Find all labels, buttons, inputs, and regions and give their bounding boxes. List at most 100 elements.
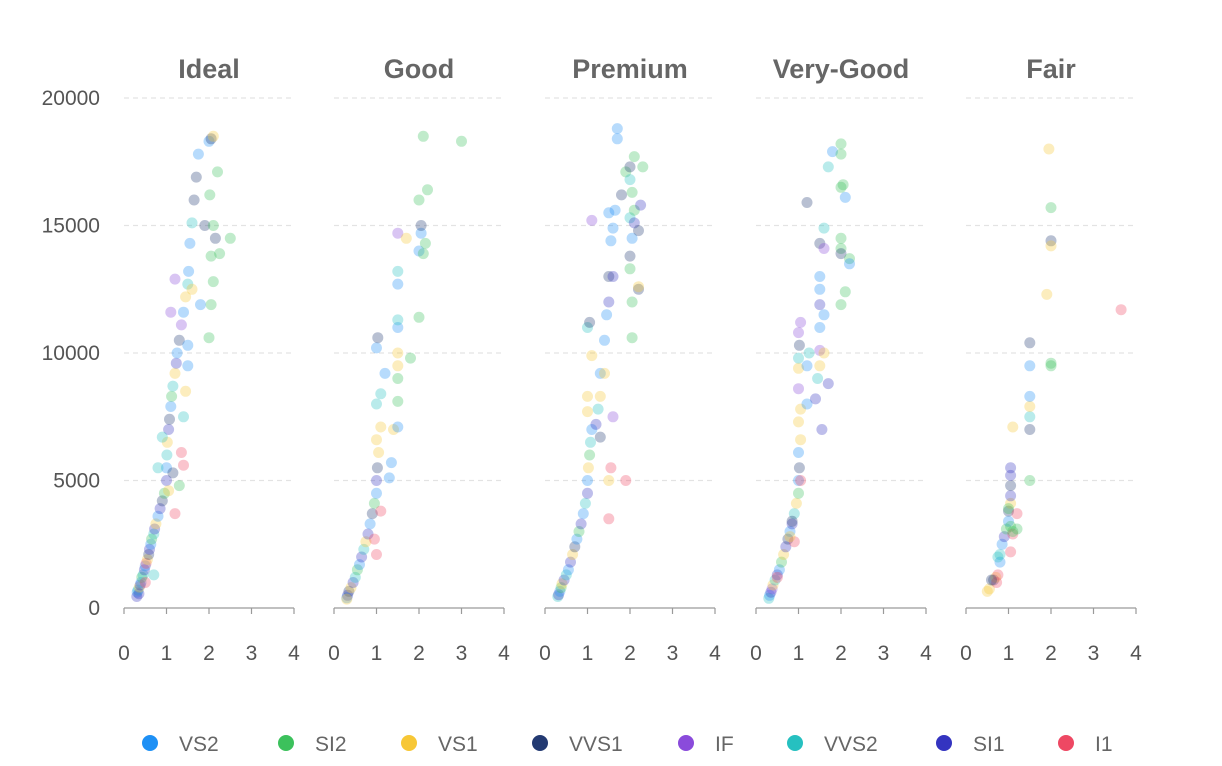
data-point [205,133,217,145]
data-point [766,583,778,595]
data-point [1024,475,1036,486]
data-point [161,449,173,461]
data-point [586,424,598,435]
legend-label: VVS1 [569,733,623,756]
legend-marker [278,735,294,751]
data-point [620,475,632,486]
data-point [793,487,804,499]
data-point [818,309,830,321]
data-point [1041,288,1053,300]
data-point [603,207,615,219]
data-point [555,582,567,594]
data-point [582,462,594,474]
x-tick-label: 2 [1045,642,1057,665]
data-point [776,556,787,568]
data-point [992,569,1004,581]
data-point [1024,401,1036,412]
data-point [844,258,855,270]
data-point [835,232,847,244]
data-point [998,531,1010,543]
data-point [1003,503,1014,515]
data-point [569,541,581,553]
data-point [1115,304,1127,316]
data-point [769,574,781,586]
data-point [628,151,640,163]
data-point [765,586,777,598]
y-tick-label: 0 [88,597,100,620]
data-point [154,503,166,515]
data-point [417,248,429,260]
legend-item-vvs1: VVS1 [532,733,623,756]
data-point [422,184,433,196]
data-point [560,569,572,581]
data-point [814,299,826,311]
legend-marker [532,735,548,751]
data-point [795,316,807,328]
data-point [983,583,995,595]
data-point [373,447,385,458]
data-point [161,436,173,448]
data-point [341,593,353,605]
data-point [195,299,206,311]
data-point [793,339,805,351]
data-point [188,194,200,206]
data-point [375,421,387,433]
data-point [839,191,851,203]
facet-title: Very-Good [773,54,910,84]
data-point [793,362,804,374]
data-point [371,462,383,474]
data-point [372,332,384,344]
data-point [405,352,416,364]
data-point [552,591,564,602]
facet-panel-fair: Fair 0 1 2 3 4 [960,54,1142,665]
data-point [415,220,427,231]
data-point [603,296,615,308]
data-point [178,459,189,471]
data-point [134,579,146,591]
data-point [1007,528,1019,540]
facet-panel-premium: Premium 0 1 2 3 4 [539,54,721,665]
data-point [342,589,354,601]
data-point [1011,508,1023,520]
data-point [992,551,1004,563]
data-point [362,528,374,540]
data-point [161,475,172,486]
data-point [771,571,783,583]
data-point [178,411,189,423]
data-point [582,322,593,333]
data-point [594,367,606,379]
facet-panel-ideal: Ideal 0 1 2 3 4 [118,54,300,665]
data-point [793,352,804,364]
legend-item-i1: I1 [1058,733,1113,756]
x-tick-label: 1 [371,642,383,665]
x-tick-label: 1 [161,642,173,665]
data-point [419,237,431,249]
data-point [803,347,815,359]
legend-item-vvs2: VVS2 [787,733,878,756]
data-point [161,462,172,474]
data-point [356,551,368,563]
data-point [175,447,187,458]
data-point [814,271,826,282]
data-point [163,485,175,497]
data-point [582,390,593,402]
facet-panel-good: Good 0 1 2 3 4 [328,54,510,665]
legend-label: VS1 [438,733,478,756]
data-point [579,497,591,509]
data-point [1045,202,1057,214]
data-point [626,296,638,308]
data-point [778,549,790,560]
x-tick-label: 2 [203,642,215,665]
legend-marker [142,735,158,751]
data-point [204,189,216,201]
data-point [392,421,404,433]
legend-label: SI2 [315,733,347,756]
data-point [205,299,217,311]
data-point [182,339,194,351]
data-point [633,281,644,293]
data-point [1003,515,1014,527]
data-point [554,585,566,597]
x-tick-label: 3 [246,642,258,665]
data-point [986,574,997,586]
